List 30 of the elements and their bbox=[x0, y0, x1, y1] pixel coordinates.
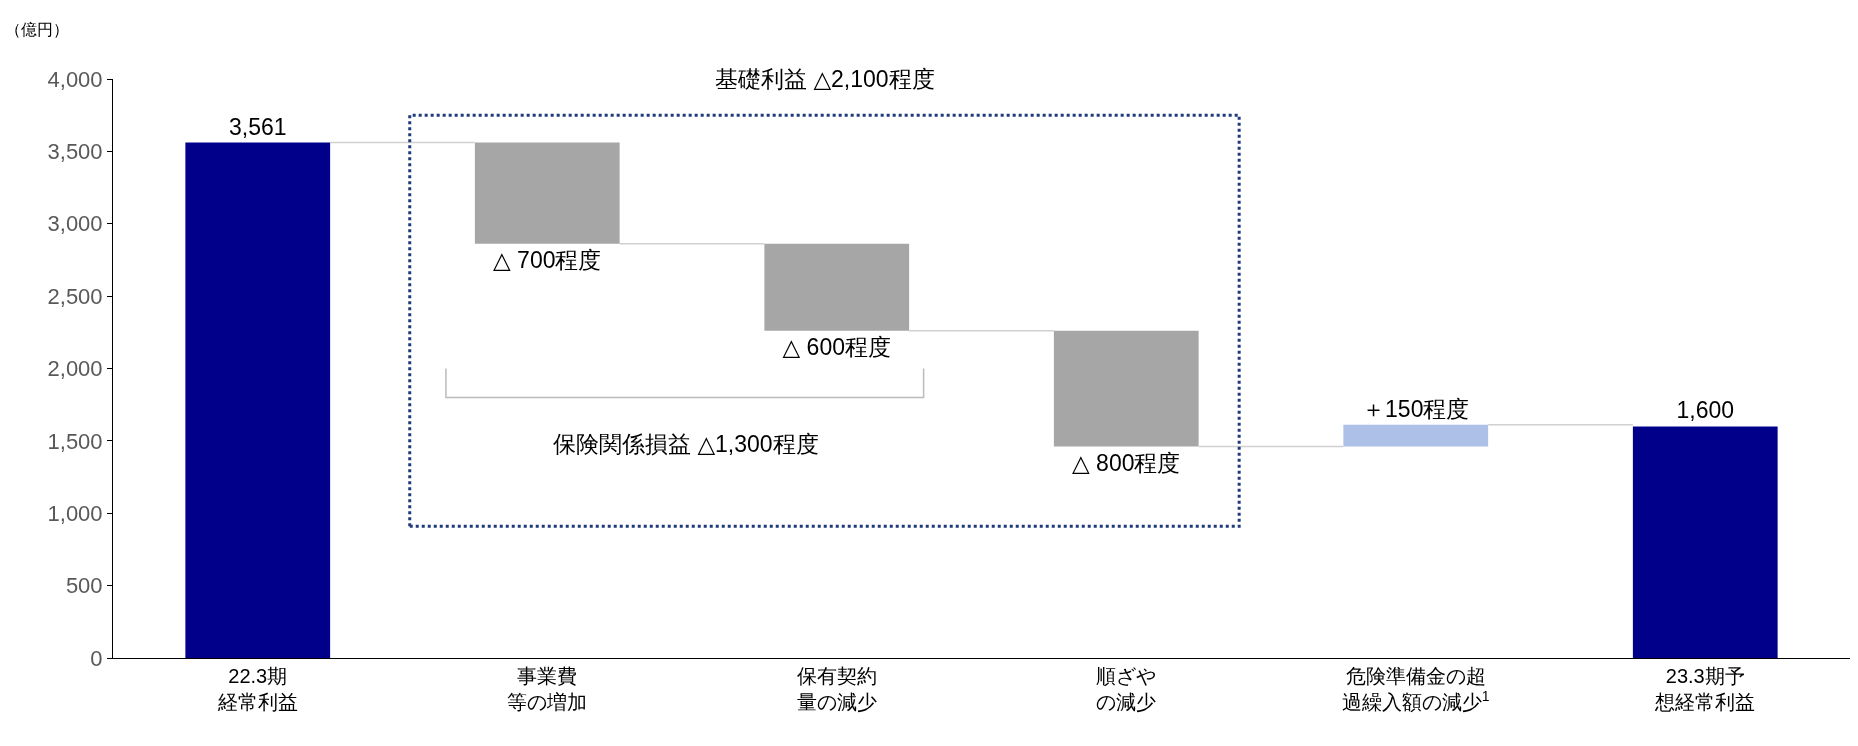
y-tick-label: 1,500 bbox=[47, 428, 103, 454]
x-tick-label: 順ざやの減少 bbox=[1096, 665, 1157, 713]
y-axis-title: （億円） bbox=[5, 21, 69, 38]
y-tick-label: 2,000 bbox=[47, 356, 103, 382]
x-tick-label: 22.3期経常利益 bbox=[216, 665, 298, 713]
y-tick-label: 1,000 bbox=[47, 500, 103, 526]
y-tick-label: 4,000 bbox=[47, 66, 103, 92]
y-tick-label: 0 bbox=[90, 645, 103, 671]
annotation: 保険関係損益 △1,300程度 bbox=[553, 431, 819, 457]
y-tick-label: 3,500 bbox=[47, 139, 103, 165]
bar bbox=[1053, 330, 1199, 447]
bar bbox=[185, 142, 331, 658]
x-tick-label: 保有契約量の減少 bbox=[796, 665, 877, 713]
x-tick-label: 事業費等の増加 bbox=[507, 665, 588, 713]
bar bbox=[1632, 426, 1778, 658]
x-tick-label: 23.3期予想経常利益 bbox=[1654, 665, 1756, 713]
bar bbox=[474, 142, 620, 244]
y-tick-label: 500 bbox=[65, 573, 103, 599]
data-label: 1,600 bbox=[1676, 397, 1735, 424]
data-label: △ 800程度 bbox=[1072, 449, 1181, 476]
data-label: △ 700程度 bbox=[493, 246, 602, 273]
bar bbox=[1343, 424, 1489, 447]
y-tick-label: 2,500 bbox=[47, 283, 103, 309]
data-label: △ 600程度 bbox=[782, 333, 891, 360]
annotation: 基礎利益 △2,100程度 bbox=[715, 66, 935, 92]
bar bbox=[764, 243, 910, 331]
data-label: 3,561 bbox=[228, 113, 287, 140]
x-tick-label: 危険準備金の超過繰入額の減少$^{1}$ bbox=[1341, 665, 1490, 713]
data-label: ＋150程度 bbox=[1362, 395, 1470, 422]
y-tick-label: 3,000 bbox=[47, 211, 103, 237]
